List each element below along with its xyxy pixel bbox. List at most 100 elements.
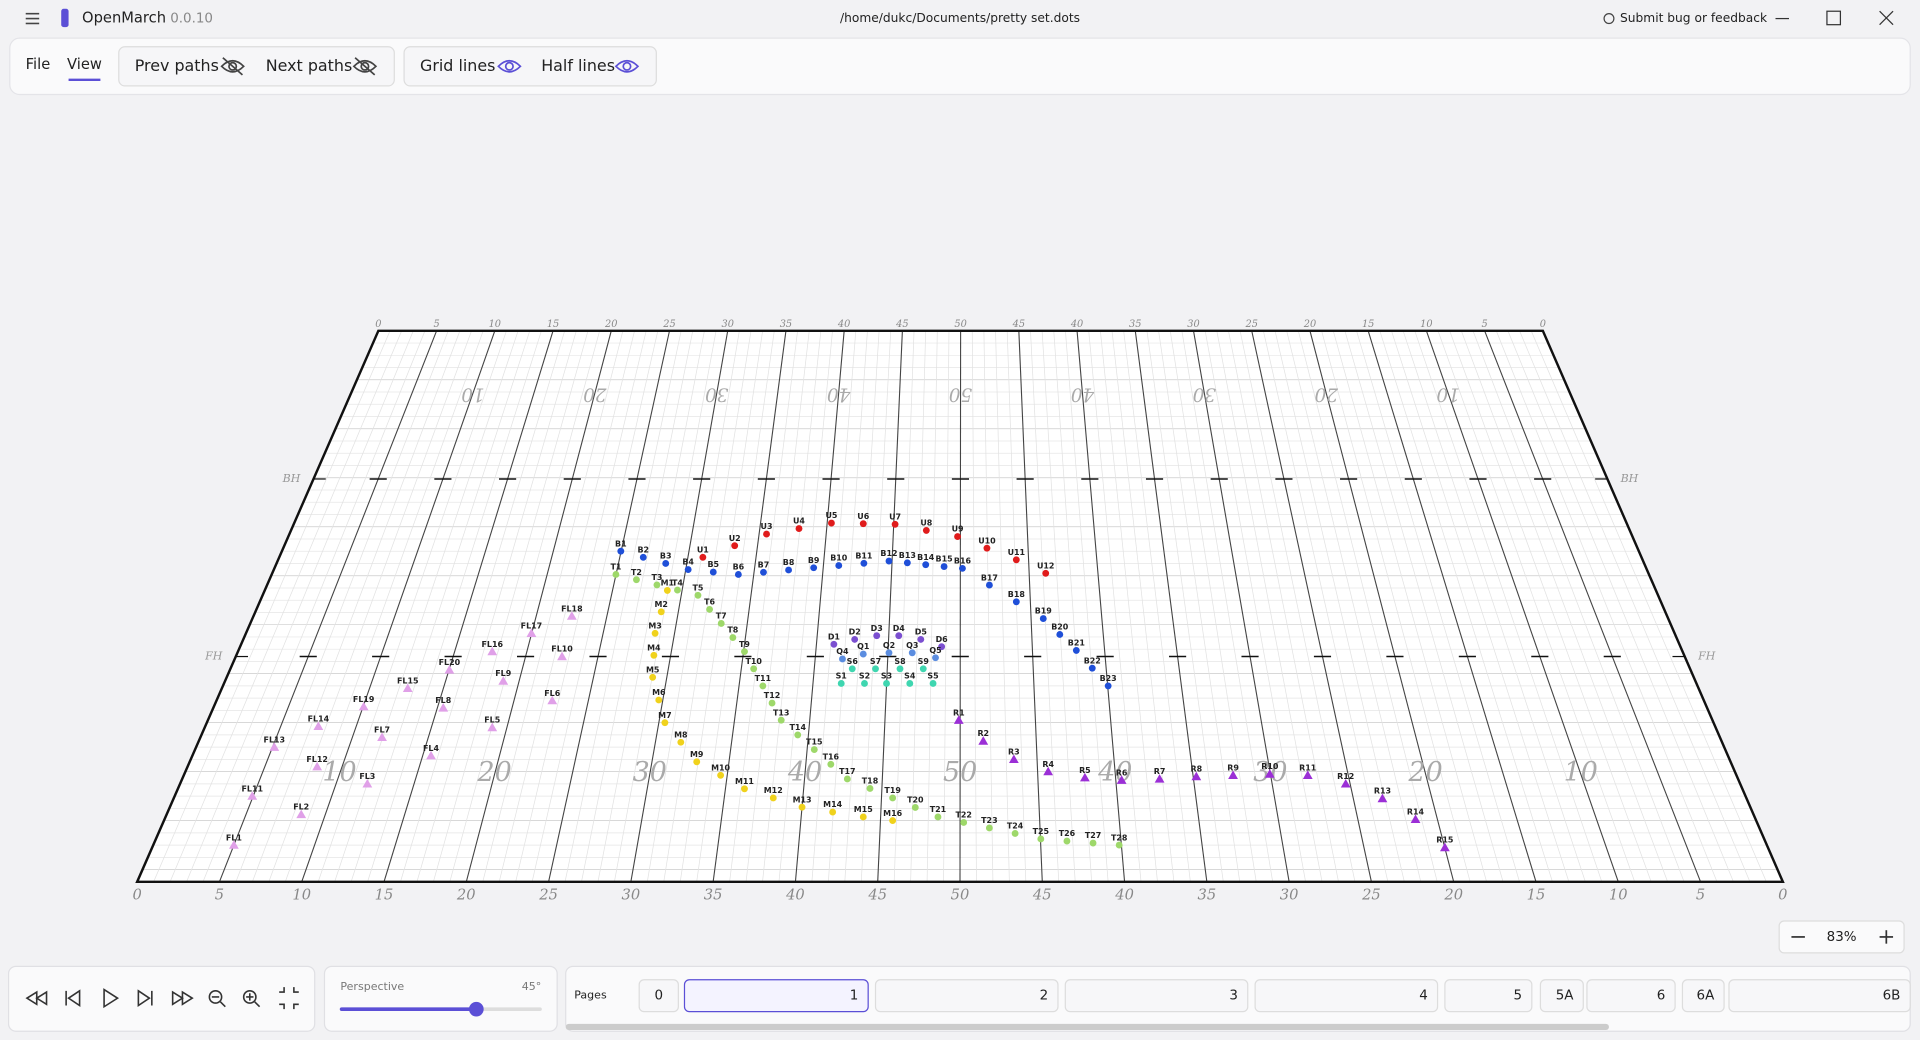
marcher[interactable] — [932, 654, 939, 662]
marcher[interactable] — [1072, 646, 1080, 654]
marcher[interactable] — [487, 646, 498, 656]
marcher[interactable] — [1228, 770, 1238, 779]
marcher[interactable] — [566, 611, 577, 620]
marcher[interactable] — [891, 520, 899, 528]
marcher[interactable] — [896, 665, 904, 673]
marcher[interactable] — [1042, 569, 1050, 577]
marcher[interactable] — [706, 605, 714, 613]
marcher[interactable] — [827, 760, 835, 768]
marcher[interactable] — [889, 817, 897, 825]
toggle-grid-lines[interactable]: Grid lines — [420, 56, 495, 75]
marcher[interactable] — [798, 803, 806, 811]
marcher[interactable] — [985, 581, 993, 589]
marcher[interactable] — [940, 563, 948, 570]
marcher[interactable] — [917, 635, 925, 643]
feedback-button[interactable]: Submit bug or feedback — [1620, 11, 1768, 25]
marcher[interactable] — [985, 824, 993, 832]
marcher[interactable] — [1340, 778, 1351, 788]
marcher[interactable] — [655, 696, 663, 704]
marcher[interactable] — [487, 722, 498, 732]
marcher[interactable] — [1056, 631, 1064, 638]
marcher[interactable] — [312, 761, 323, 771]
marcher[interactable] — [903, 559, 911, 567]
marcher[interactable] — [269, 742, 280, 751]
menu-file[interactable]: File — [26, 56, 51, 73]
marcher[interactable] — [908, 649, 916, 657]
marcher[interactable] — [960, 819, 968, 826]
marcher[interactable] — [953, 715, 964, 724]
marcher[interactable] — [612, 571, 620, 578]
marcher[interactable] — [498, 676, 509, 685]
marcher[interactable] — [872, 665, 879, 673]
marcher[interactable] — [759, 682, 767, 690]
marcher[interactable] — [859, 813, 867, 821]
marcher[interactable] — [760, 568, 767, 576]
marcher[interactable] — [1264, 769, 1275, 778]
marcher[interactable] — [1012, 556, 1020, 564]
marcher[interactable] — [729, 634, 737, 641]
close-button[interactable] — [1879, 10, 1894, 26]
marcher[interactable] — [954, 533, 961, 540]
marcher[interactable] — [741, 785, 748, 793]
marcher[interactable] — [843, 775, 851, 783]
marcher[interactable] — [717, 771, 725, 779]
marcher[interactable] — [885, 557, 893, 565]
marcher[interactable] — [677, 738, 685, 746]
marcher[interactable] — [1115, 841, 1123, 849]
marcher[interactable] — [889, 794, 897, 802]
marcher[interactable] — [657, 608, 665, 616]
marcher[interactable] — [1043, 766, 1054, 776]
next-button[interactable] — [137, 989, 153, 1007]
marcher[interactable] — [734, 571, 742, 578]
marcher[interactable] — [444, 665, 455, 674]
marcher[interactable] — [362, 778, 373, 788]
marcher[interactable] — [873, 632, 881, 640]
marcher[interactable] — [228, 840, 239, 849]
marcher[interactable] — [860, 559, 868, 567]
marcher[interactable] — [922, 526, 930, 534]
marcher[interactable] — [1063, 837, 1071, 845]
menu-view[interactable]: View — [67, 56, 102, 73]
page-tab[interactable] — [1539, 979, 1584, 1013]
fast-forward-button[interactable] — [171, 990, 194, 1006]
marcher[interactable] — [810, 564, 818, 572]
marcher[interactable] — [1410, 814, 1421, 824]
marcher[interactable] — [661, 719, 669, 727]
marcher[interactable] — [929, 680, 937, 687]
page-tab[interactable] — [1586, 979, 1676, 1013]
marcher[interactable] — [1154, 774, 1165, 783]
zoom-out-icon[interactable] — [208, 990, 226, 1008]
marcher[interactable] — [684, 566, 692, 574]
page-tab[interactable] — [683, 979, 869, 1013]
marcher[interactable] — [1440, 842, 1450, 852]
marcher[interactable] — [1377, 793, 1388, 803]
marcher[interactable] — [922, 561, 930, 569]
marcher[interactable] — [1080, 772, 1090, 782]
marcher[interactable] — [919, 665, 927, 673]
marcher[interactable] — [741, 648, 748, 656]
marcher[interactable] — [794, 731, 802, 739]
marcher[interactable] — [895, 632, 903, 640]
marcher[interactable] — [830, 640, 838, 648]
marcher[interactable] — [883, 680, 890, 687]
marcher[interactable] — [651, 629, 659, 637]
marcher[interactable] — [938, 643, 946, 651]
marcher[interactable] — [663, 586, 671, 594]
marcher[interactable] — [859, 650, 867, 658]
marcher[interactable] — [358, 701, 369, 711]
marcher[interactable] — [526, 628, 537, 637]
marcher[interactable] — [866, 785, 874, 792]
marcher[interactable] — [557, 651, 567, 661]
page-tab[interactable] — [638, 979, 679, 1013]
marcher[interactable] — [693, 758, 701, 766]
marcher[interactable] — [694, 591, 702, 599]
marcher[interactable] — [717, 620, 725, 627]
marcher[interactable] — [859, 520, 867, 528]
toggle-half-lines[interactable]: Half lines — [541, 56, 615, 75]
marcher[interactable] — [959, 564, 966, 572]
marcher[interactable] — [795, 525, 803, 532]
page-tab[interactable] — [1444, 979, 1533, 1013]
marcher[interactable] — [1302, 770, 1313, 779]
page-tab[interactable] — [874, 979, 1059, 1013]
marcher[interactable] — [633, 576, 640, 584]
